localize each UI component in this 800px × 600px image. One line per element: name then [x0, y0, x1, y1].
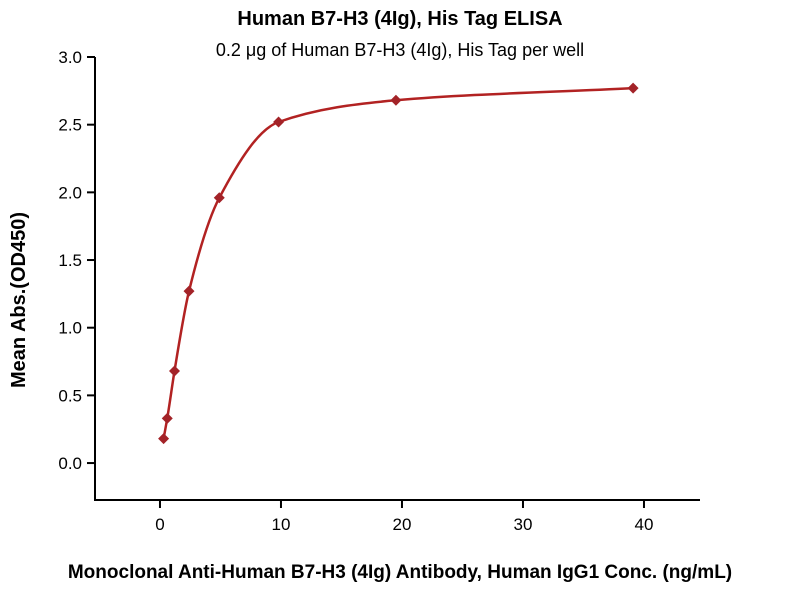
x-tick-label: 30 [514, 515, 533, 534]
y-tick-label: 1.0 [58, 319, 82, 338]
x-tick-label: 10 [272, 515, 291, 534]
data-point-marker [390, 94, 402, 106]
chart-title: Human B7-H3 (4Ig), His Tag ELISA [237, 8, 563, 30]
fit-curve [162, 86, 635, 440]
chart-subtitle: 0.2 μg of Human B7-H3 (4Ig), His Tag per… [215, 40, 585, 60]
y-tick-label: 0.5 [58, 386, 82, 405]
data-point-marker [168, 365, 180, 377]
x-tick-label: 0 [155, 515, 164, 534]
data-point-marker [158, 433, 170, 445]
y-tick-label: 1.5 [58, 251, 82, 270]
data-point-marker [161, 412, 173, 424]
y-tick-label: 2.0 [58, 183, 82, 202]
y-tick-label: 0.0 [58, 454, 82, 473]
x-tick-label: 40 [635, 515, 654, 534]
data-point-marker [213, 192, 225, 204]
y-tick-label: 2.5 [58, 116, 82, 135]
x-axis-label: Monoclonal Anti-Human B7-H3 (4Ig) Antibo… [67, 562, 733, 583]
data-point-marker [627, 82, 639, 94]
y-tick-label: 3.0 [58, 48, 82, 67]
x-tick-label: 20 [393, 515, 412, 534]
data-point-marker [273, 116, 285, 128]
data-point-marker [183, 285, 195, 297]
y-axis-label: Mean Abs.(OD450) [8, 212, 30, 388]
